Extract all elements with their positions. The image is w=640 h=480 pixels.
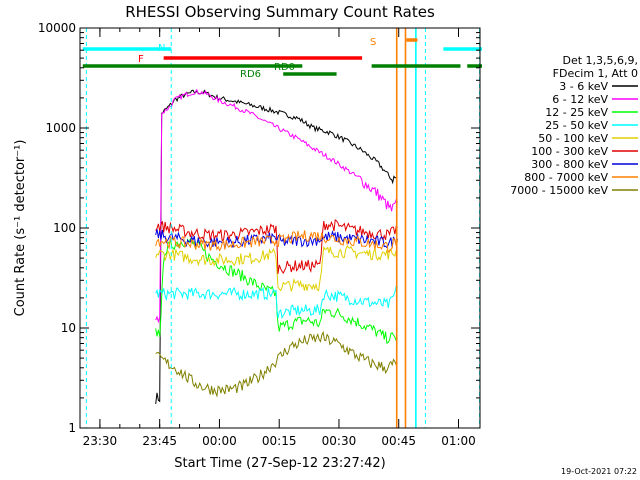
x-tick-label: 00:45 [381,434,416,448]
legend-entry-label: 50 - 100 keV [538,132,608,145]
series-line-8 [155,230,398,253]
x-axis: 23:30 23:45 00:00 00:15 00:30 00:45 01:00 [79,28,476,448]
y-tick-label: 1000 [45,121,76,135]
series-line-2 [155,88,398,324]
legend-entry-label: 25 - 50 keV [545,119,608,132]
flag-label-s: S [370,37,376,48]
series-line-9 [155,330,398,398]
legend-header-line: FDecim 1, Att 0 [553,67,638,80]
series-line-4 [155,285,398,320]
y-tick-label: 100 [53,221,76,235]
flag-label-n: N [158,43,165,54]
legend: Det 1,3,5,6,9,FDecim 1, Att 03 - 6 keV6 … [510,54,638,197]
flag-label-rd6: RD6 [240,69,261,80]
chart-title: RHESSI Observing Summary Count Rates [125,3,435,21]
plot-area: N F S RD0 RD6 [82,28,482,428]
x-tick-label: 23:45 [142,434,177,448]
legend-entry-label: 100 - 300 keV [531,145,608,158]
plot-frame [79,27,481,429]
legend-header-line: Det 1,3,5,6,9, [562,54,638,67]
flag-label-f: F [138,54,144,65]
y-axis: 1 10 100 1000 10000 [38,21,480,435]
y-tick-label: 1 [68,421,76,435]
legend-entry-label: 7000 - 15000 keV [510,184,608,197]
x-tick-label: 00:30 [322,434,357,448]
x-axis-label: Start Time (27-Sep-12 23:27:42) [174,456,385,471]
y-axis-label: Count Rate (s⁻¹ detector⁻¹) [13,140,28,317]
legend-entry-label: 800 - 7000 keV [524,171,608,184]
flag-label-rd0: RD0 [274,62,295,73]
x-tick-label: 01:00 [441,434,476,448]
series-line-5 [155,245,398,292]
legend-entry-label: 300 - 800 keV [531,158,608,171]
y-tick-label: 10000 [38,21,76,35]
x-tick-label: 23:30 [83,434,118,448]
legend-entry-label: 12 - 25 keV [545,106,608,119]
y-tick-label: 10 [61,321,76,335]
legend-entry-label: 3 - 6 keV [559,80,608,93]
legend-entry-label: 6 - 12 keV [552,93,608,106]
x-tick-label: 00:15 [262,434,297,448]
generation-timestamp: 19-Oct-2021 07:22 [561,467,637,476]
x-tick-label: 00:00 [202,434,237,448]
